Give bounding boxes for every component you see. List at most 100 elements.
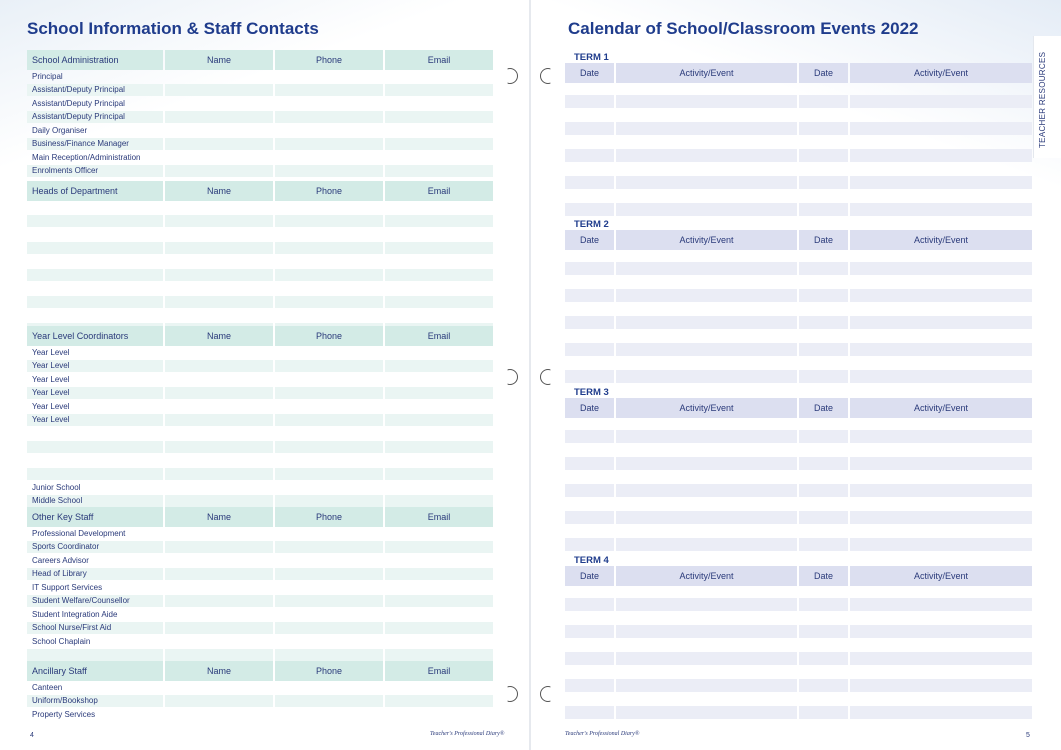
entry-cell[interactable] — [385, 555, 493, 567]
event-cell[interactable] — [850, 95, 1032, 108]
date-cell[interactable] — [565, 625, 614, 638]
entry-cell[interactable] — [385, 374, 493, 386]
entry-cell[interactable] — [275, 229, 383, 241]
event-cell[interactable] — [850, 538, 1032, 551]
entry-cell[interactable] — [385, 296, 493, 309]
date-cell[interactable] — [799, 343, 848, 356]
entry-cell[interactable] — [275, 152, 383, 164]
entry-cell[interactable] — [165, 165, 273, 178]
entry-cell[interactable] — [165, 528, 273, 540]
entry-cell[interactable] — [275, 595, 383, 608]
entry-cell[interactable] — [165, 468, 273, 481]
entry-cell[interactable] — [275, 387, 383, 400]
entry-cell[interactable] — [385, 595, 493, 608]
entry-cell[interactable] — [385, 165, 493, 178]
entry-cell[interactable] — [385, 695, 493, 708]
date-cell[interactable] — [799, 203, 848, 216]
entry-cell[interactable] — [165, 152, 273, 164]
entry-cell[interactable] — [165, 215, 273, 228]
entry-cell[interactable] — [385, 242, 493, 255]
entry-cell[interactable] — [275, 695, 383, 708]
entry-cell[interactable] — [165, 229, 273, 241]
entry-cell[interactable] — [275, 622, 383, 635]
date-cell[interactable] — [565, 598, 614, 611]
date-cell[interactable] — [565, 289, 614, 302]
date-cell[interactable] — [799, 289, 848, 302]
entry-cell[interactable] — [275, 283, 383, 295]
entry-cell[interactable] — [385, 84, 493, 97]
event-cell[interactable] — [616, 316, 797, 329]
entry-cell[interactable] — [275, 649, 383, 662]
entry-cell[interactable] — [275, 494, 383, 507]
entry-cell[interactable] — [165, 622, 273, 635]
entry-cell[interactable] — [385, 229, 493, 241]
event-cell[interactable] — [850, 289, 1032, 302]
entry-cell[interactable] — [275, 468, 383, 481]
event-cell[interactable] — [616, 370, 797, 383]
date-cell[interactable] — [799, 316, 848, 329]
entry-cell[interactable] — [385, 649, 493, 662]
entry-cell[interactable] — [385, 541, 493, 554]
entry-cell[interactable] — [165, 609, 273, 621]
entry-cell[interactable] — [385, 622, 493, 635]
entry-cell[interactable] — [275, 428, 383, 440]
entry-cell[interactable] — [385, 138, 493, 151]
entry-cell[interactable] — [275, 310, 383, 322]
entry-cell[interactable] — [385, 387, 493, 400]
entry-cell[interactable] — [275, 347, 383, 359]
entry-cell[interactable] — [385, 414, 493, 427]
entry-cell[interactable] — [385, 482, 493, 494]
event-cell[interactable] — [616, 511, 797, 524]
entry-cell[interactable] — [275, 256, 383, 268]
date-cell[interactable] — [799, 652, 848, 665]
date-cell[interactable] — [799, 149, 848, 162]
entry-cell[interactable] — [385, 347, 493, 359]
entry-cell[interactable] — [385, 568, 493, 581]
entry-cell[interactable] — [385, 494, 493, 507]
event-cell[interactable] — [850, 484, 1032, 497]
entry-cell[interactable] — [385, 98, 493, 110]
event-cell[interactable] — [850, 511, 1032, 524]
entry-cell[interactable] — [275, 709, 383, 721]
entry-cell[interactable] — [165, 242, 273, 255]
entry-cell[interactable] — [165, 541, 273, 554]
entry-cell[interactable] — [165, 494, 273, 507]
date-cell[interactable] — [799, 511, 848, 524]
date-cell[interactable] — [799, 706, 848, 719]
entry-cell[interactable] — [385, 360, 493, 373]
entry-cell[interactable] — [385, 528, 493, 540]
entry-cell[interactable] — [165, 555, 273, 567]
entry-cell[interactable] — [165, 374, 273, 386]
event-cell[interactable] — [616, 262, 797, 275]
entry-cell[interactable] — [275, 360, 383, 373]
event-cell[interactable] — [616, 598, 797, 611]
entry-cell[interactable] — [165, 347, 273, 359]
entry-cell[interactable] — [275, 582, 383, 594]
entry-cell[interactable] — [275, 555, 383, 567]
event-cell[interactable] — [616, 203, 797, 216]
date-cell[interactable] — [799, 538, 848, 551]
event-cell[interactable] — [850, 625, 1032, 638]
entry-cell[interactable] — [165, 269, 273, 282]
event-cell[interactable] — [850, 430, 1032, 443]
event-cell[interactable] — [616, 679, 797, 692]
event-cell[interactable] — [616, 289, 797, 302]
entry-cell[interactable] — [385, 215, 493, 228]
entry-cell[interactable] — [165, 283, 273, 295]
entry-cell[interactable] — [275, 202, 383, 214]
event-cell[interactable] — [616, 457, 797, 470]
entry-cell[interactable] — [385, 111, 493, 124]
entry-cell[interactable] — [275, 609, 383, 621]
event-cell[interactable] — [616, 706, 797, 719]
event-cell[interactable] — [850, 457, 1032, 470]
entry-cell[interactable] — [275, 269, 383, 282]
entry-cell[interactable] — [165, 256, 273, 268]
entry-cell[interactable] — [165, 125, 273, 137]
entry-cell[interactable] — [165, 595, 273, 608]
date-cell[interactable] — [565, 484, 614, 497]
event-cell[interactable] — [850, 122, 1032, 135]
date-cell[interactable] — [565, 370, 614, 383]
date-cell[interactable] — [799, 625, 848, 638]
entry-cell[interactable] — [385, 152, 493, 164]
entry-cell[interactable] — [165, 84, 273, 97]
